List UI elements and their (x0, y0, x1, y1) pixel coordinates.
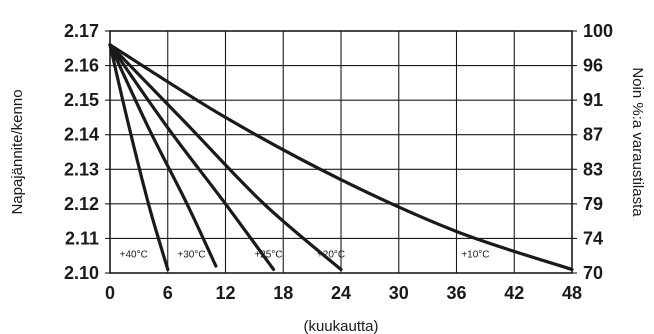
series-line (108, 43, 276, 272)
plot-frame (109, 30, 573, 274)
y-tick-label: 2.10 (64, 263, 99, 283)
series-label: +40°C (120, 249, 148, 260)
x-tick-label: 0 (105, 283, 115, 303)
y2-tick-label: 74 (583, 228, 603, 248)
series-line (108, 43, 343, 272)
y2-tick-label: 96 (583, 56, 603, 76)
x-tick-label: 48 (562, 283, 582, 303)
curves (108, 43, 574, 272)
y-tick-label: 2.12 (64, 194, 99, 214)
x-tick-label: 24 (331, 283, 351, 303)
x-axis-label: (kuukautta) (303, 318, 378, 334)
y2-tick-label: 70 (583, 263, 603, 283)
x-tick-label: 30 (389, 283, 409, 303)
y2-tick-label: 87 (583, 125, 603, 145)
y-tick-label: 2.13 (64, 159, 99, 179)
y2-tick-labels: 70 74 79 83 87 91 96 100 (583, 21, 613, 283)
series-label: +20°C (317, 249, 345, 260)
x-tick-label: 36 (446, 283, 466, 303)
y2-axis-label: Noin %:a varaustilasta (629, 67, 646, 217)
series-line (108, 43, 170, 272)
y-tick-label: 2.15 (64, 90, 99, 110)
y-tick-label: 2.11 (65, 228, 99, 248)
series-line (108, 43, 218, 268)
y-tick-label: 2.16 (64, 56, 99, 76)
x-tick-label: 6 (163, 283, 173, 303)
series-labels: +40°C +30°C +25°C +20°C +10°C (120, 249, 490, 260)
y-tick-labels: 2.10 2.11 2.12 2.13 2.14 2.15 2.16 2.17 (64, 21, 99, 283)
x-tick-label: 42 (504, 283, 524, 303)
y-tick-label: 2.14 (64, 125, 99, 145)
y2-tick-label: 91 (583, 90, 603, 110)
x-tick-label: 18 (273, 283, 293, 303)
y2-tick-label: 83 (583, 159, 603, 179)
series-line (108, 43, 574, 272)
x-tick-label: 12 (215, 283, 235, 303)
y-tick-label: 2.17 (64, 21, 99, 41)
series-label: +25°C (254, 249, 282, 260)
y2-tick-label: 79 (583, 194, 603, 214)
y2-tick-label: 100 (583, 21, 613, 41)
series-label: +30°C (177, 249, 205, 260)
series-label: +10°C (461, 249, 489, 260)
grid (105, 30, 577, 274)
x-tick-labels: 0 6 12 18 24 30 36 42 48 (105, 283, 582, 303)
y-axis-label: Napajännite/kenno (9, 89, 26, 214)
